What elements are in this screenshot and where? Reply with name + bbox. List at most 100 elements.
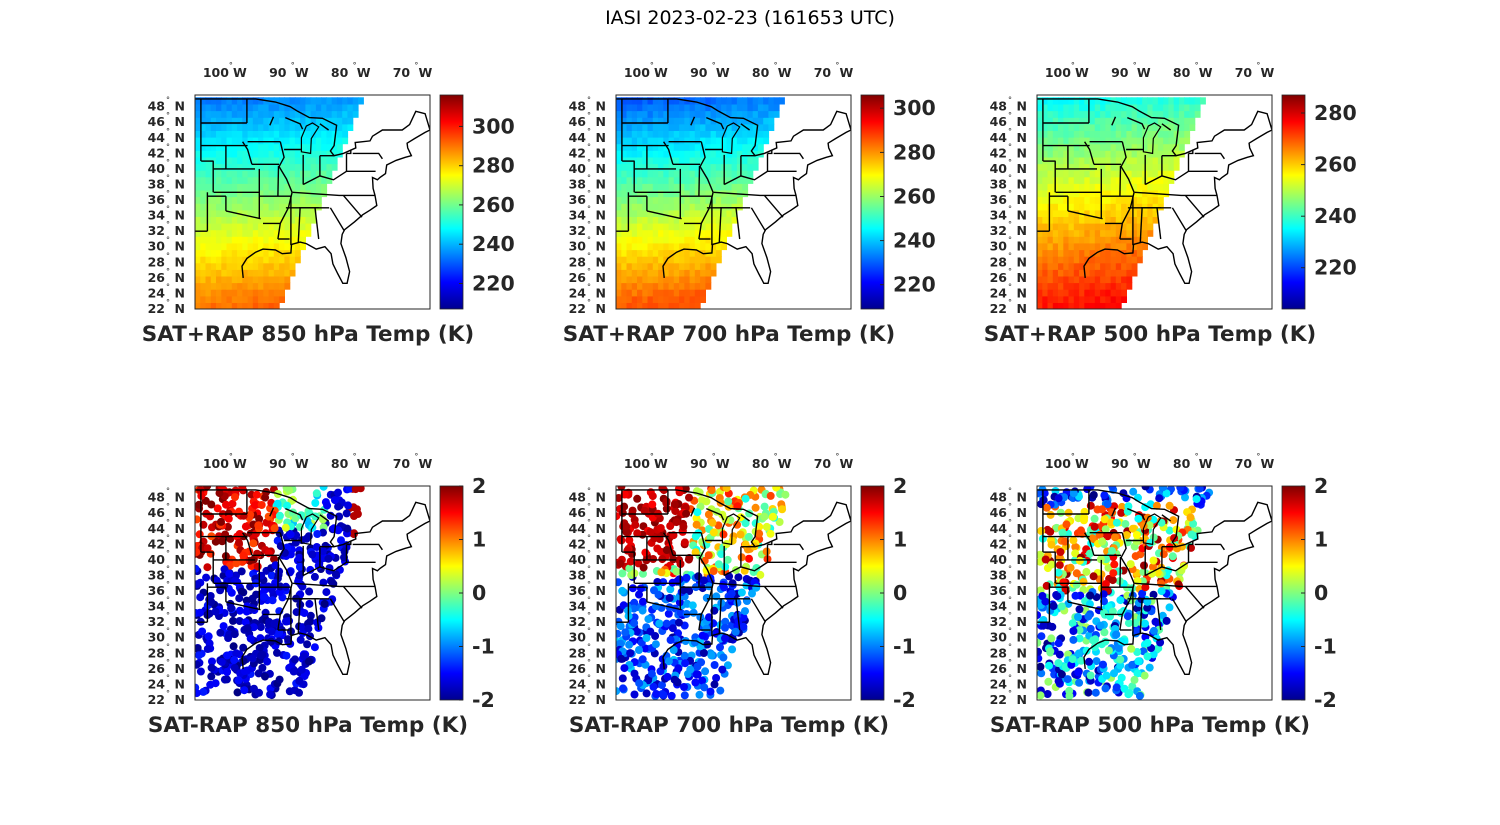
field-cell	[1058, 163, 1064, 171]
field-cell	[658, 189, 664, 198]
field-cell	[268, 275, 275, 284]
coastline	[1037, 98, 1272, 284]
colorbar-tick-label: 220	[1314, 256, 1357, 280]
scatter-point	[1066, 563, 1075, 572]
field-cell	[700, 282, 706, 290]
lat-hemisphere-label: N	[1017, 145, 1027, 160]
field-cell	[689, 275, 696, 284]
field-cell	[1094, 229, 1101, 237]
field-cell	[1068, 295, 1075, 303]
scatter-point	[237, 587, 246, 596]
field-cell	[258, 295, 264, 303]
field-cell	[663, 196, 670, 204]
scatter-point	[340, 547, 349, 556]
field-cell	[294, 123, 301, 131]
lat-tick-label: 46	[990, 114, 1008, 129]
lon-tick-label: 100	[624, 456, 650, 471]
lat-hemisphere-label: N	[1017, 239, 1027, 254]
scatter-point	[1037, 611, 1042, 620]
state-border	[277, 165, 280, 197]
field-cell	[1178, 130, 1185, 138]
field-cell	[268, 196, 275, 204]
field-cell	[258, 249, 264, 257]
field-cell	[1063, 137, 1070, 145]
field-cell	[258, 302, 264, 309]
scatter-point	[1075, 605, 1084, 614]
field-cell	[1136, 183, 1143, 191]
field-cell	[1037, 262, 1043, 270]
field-cell	[1157, 110, 1164, 118]
scatter-point	[1117, 673, 1126, 682]
lat-hemisphere-label: N	[596, 192, 606, 207]
field-cell	[242, 209, 249, 217]
field-cell	[1152, 196, 1159, 204]
scatter-point	[255, 514, 264, 523]
scatter-point	[653, 544, 662, 553]
lat-hemisphere-label: N	[1017, 490, 1027, 505]
field-cell	[226, 262, 233, 270]
field-cell	[263, 295, 270, 303]
scatter-point	[1124, 502, 1133, 511]
field-cell	[231, 189, 238, 198]
field-cell	[1037, 143, 1043, 151]
state-border	[314, 207, 320, 240]
scatter-point	[620, 490, 629, 499]
state-border	[225, 210, 261, 220]
field-cell	[1037, 123, 1043, 131]
lat-tick-label: 24	[569, 676, 587, 691]
field-cell	[273, 256, 280, 264]
field-cell	[705, 229, 712, 237]
plot-area	[616, 97, 851, 309]
scatter-point	[1043, 690, 1052, 698]
field-cell	[1073, 189, 1080, 198]
field-cell	[747, 103, 754, 112]
lat-hemisphere-label: N	[596, 145, 606, 160]
field-cell	[1094, 170, 1101, 178]
field-cell	[279, 275, 285, 284]
field-cell	[1100, 269, 1106, 277]
state-border	[277, 556, 280, 588]
lat-hemisphere-label: N	[596, 536, 606, 551]
degree-symbol: °	[587, 518, 591, 527]
field-cell	[705, 123, 712, 131]
field-cell	[1131, 123, 1138, 131]
field-cell	[1152, 123, 1159, 131]
colorbar-tick-label: 1	[1314, 528, 1328, 552]
field-cell	[273, 282, 280, 290]
field-cell	[647, 123, 654, 131]
field-cell	[226, 203, 233, 211]
lat-tick-label: 22	[569, 301, 586, 316]
field-cell	[658, 176, 664, 184]
field-cell	[1089, 209, 1096, 217]
field-cell	[252, 150, 259, 158]
field-cell	[210, 110, 217, 118]
field-cell	[1163, 189, 1170, 198]
lat-hemisphere-label: N	[1017, 114, 1027, 129]
field-cell	[1037, 203, 1043, 211]
scatter-point	[203, 563, 212, 572]
field-cell	[1105, 156, 1112, 165]
field-cell	[1037, 289, 1043, 297]
scatter-point	[1080, 516, 1088, 525]
degree-symbol: °	[712, 61, 716, 70]
scatter-point	[295, 571, 304, 580]
field-cell	[210, 262, 217, 270]
field-cell	[1136, 256, 1143, 264]
field-cell	[258, 123, 264, 131]
field-cell	[200, 203, 207, 211]
field-cell	[1052, 189, 1059, 198]
lat-tick-label: 40	[990, 552, 1008, 567]
scatter-point	[1141, 486, 1150, 491]
field-cell	[321, 143, 328, 151]
lat-hemisphere-label: N	[596, 599, 606, 614]
field-cell	[1168, 117, 1175, 125]
field-cell	[752, 103, 759, 112]
scatter-point	[625, 536, 634, 545]
scatter-point	[630, 690, 639, 699]
field-cell	[1163, 170, 1170, 178]
field-cell	[1105, 176, 1112, 184]
field-cell	[1121, 275, 1127, 284]
field-cell	[1037, 117, 1043, 125]
scatter-point	[242, 607, 251, 616]
field-cell	[631, 242, 638, 251]
